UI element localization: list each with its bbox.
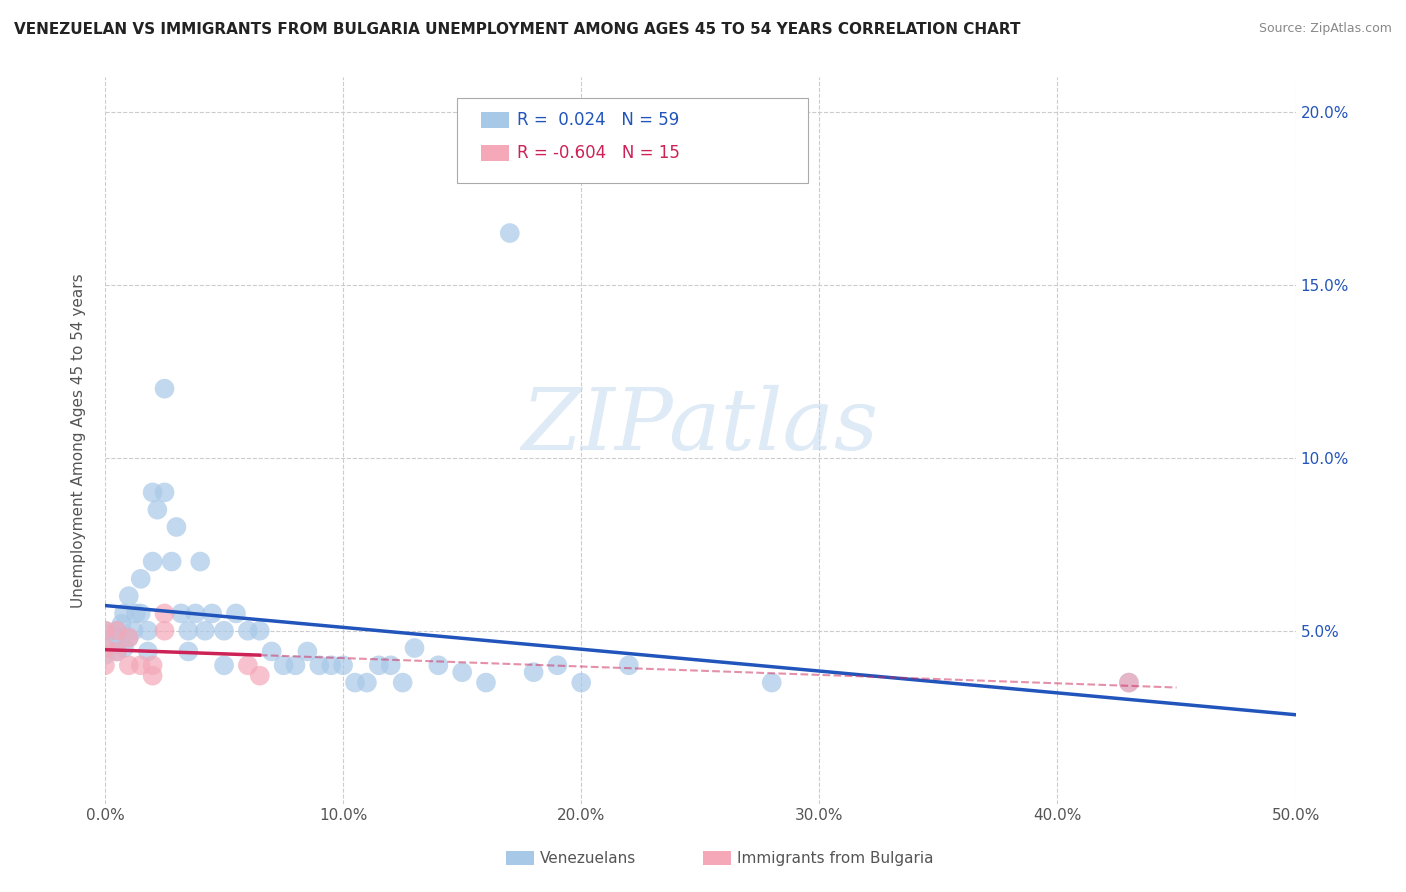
Point xyxy=(160,555,183,569)
Point xyxy=(94,634,117,648)
Point xyxy=(1118,675,1140,690)
Point xyxy=(170,607,193,621)
Point xyxy=(427,658,450,673)
Point xyxy=(499,226,522,240)
Text: VENEZUELAN VS IMMIGRANTS FROM BULGARIA UNEMPLOYMENT AMONG AGES 45 TO 54 YEARS CO: VENEZUELAN VS IMMIGRANTS FROM BULGARIA U… xyxy=(14,22,1021,37)
Point xyxy=(546,658,568,673)
Point xyxy=(273,658,295,673)
Point xyxy=(184,607,207,621)
Point xyxy=(188,555,211,569)
Point xyxy=(165,520,187,534)
Point xyxy=(118,631,141,645)
Point xyxy=(225,607,247,621)
Point xyxy=(569,675,592,690)
Point xyxy=(105,644,128,658)
Point xyxy=(129,572,152,586)
Point xyxy=(236,658,259,673)
Text: R =  0.024   N = 59: R = 0.024 N = 59 xyxy=(517,111,679,128)
Point xyxy=(146,502,169,516)
Point xyxy=(112,640,135,655)
Point xyxy=(94,640,117,655)
Point xyxy=(153,624,176,638)
Text: Source: ZipAtlas.com: Source: ZipAtlas.com xyxy=(1258,22,1392,36)
Point xyxy=(1118,675,1140,690)
Point xyxy=(249,624,271,638)
Point xyxy=(129,607,152,621)
Point xyxy=(194,624,217,638)
Point xyxy=(236,624,259,638)
Point xyxy=(153,607,176,621)
Point xyxy=(177,624,200,638)
Point xyxy=(105,631,128,645)
Point xyxy=(201,607,224,621)
Point xyxy=(129,658,152,673)
Point xyxy=(153,382,176,396)
Point xyxy=(380,658,402,673)
Point xyxy=(94,624,117,638)
Point xyxy=(142,668,165,682)
Point xyxy=(94,648,117,662)
Point xyxy=(260,644,283,658)
Text: R = -0.604   N = 15: R = -0.604 N = 15 xyxy=(517,144,681,161)
Point xyxy=(617,658,640,673)
Y-axis label: Unemployment Among Ages 45 to 54 years: Unemployment Among Ages 45 to 54 years xyxy=(72,273,86,607)
Point xyxy=(761,675,783,690)
Point xyxy=(367,658,389,673)
Text: Immigrants from Bulgaria: Immigrants from Bulgaria xyxy=(737,851,934,865)
Point xyxy=(136,624,159,638)
Point xyxy=(136,644,159,658)
Point xyxy=(112,607,135,621)
Point xyxy=(142,555,165,569)
Point xyxy=(297,644,319,658)
Point xyxy=(391,675,413,690)
Point xyxy=(284,658,307,673)
Point xyxy=(321,658,343,673)
Point xyxy=(122,624,145,638)
Point xyxy=(118,658,141,673)
Point xyxy=(451,665,474,680)
Point xyxy=(118,631,141,645)
Point xyxy=(308,658,330,673)
Point xyxy=(356,675,378,690)
Point xyxy=(125,607,148,621)
Point xyxy=(111,616,134,631)
Point xyxy=(118,589,141,603)
Text: Venezuelans: Venezuelans xyxy=(540,851,636,865)
Point xyxy=(177,644,200,658)
Point xyxy=(105,624,128,638)
Point xyxy=(142,485,165,500)
Text: ZIPatlas: ZIPatlas xyxy=(522,384,879,467)
Point xyxy=(332,658,354,673)
Point xyxy=(94,658,117,673)
Point xyxy=(404,640,426,655)
Point xyxy=(475,675,498,690)
Point xyxy=(105,644,128,658)
Point xyxy=(153,485,176,500)
Point xyxy=(212,658,235,673)
Point xyxy=(249,668,271,682)
Point xyxy=(343,675,366,690)
Point xyxy=(523,665,546,680)
Point xyxy=(142,658,165,673)
Point xyxy=(212,624,235,638)
Point xyxy=(94,624,117,638)
Point xyxy=(105,624,128,638)
